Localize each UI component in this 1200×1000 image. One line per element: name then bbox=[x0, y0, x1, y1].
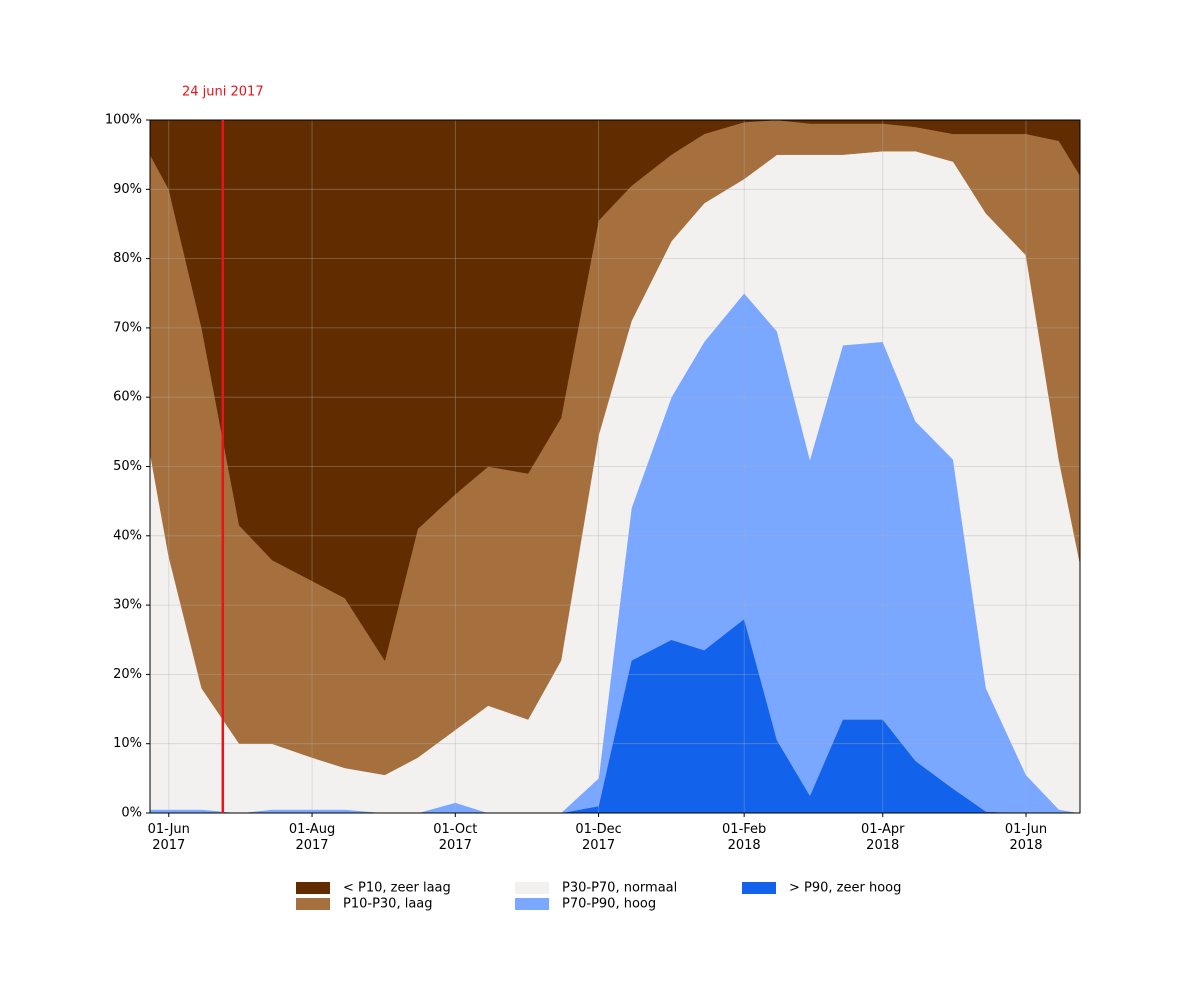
legend-swatch bbox=[515, 882, 549, 894]
y-tick-label: 30% bbox=[113, 598, 142, 613]
legend-swatch bbox=[296, 898, 330, 910]
y-tick-label: 60% bbox=[113, 390, 142, 405]
x-tick-label: 01-Aug 2017 bbox=[288, 822, 336, 853]
x-tick-label: 01-Oct 2017 bbox=[433, 822, 478, 853]
y-tick-label: 90% bbox=[113, 182, 142, 197]
y-tick-label: 0% bbox=[121, 806, 142, 821]
legend-label: P10-P30, laag bbox=[343, 897, 433, 912]
x-tick-label: 01-Jun 2017 bbox=[147, 822, 190, 853]
y-tick-label: 80% bbox=[113, 251, 142, 266]
x-tick-label: 01-Dec 2017 bbox=[575, 822, 622, 853]
y-tick-label: 10% bbox=[113, 736, 142, 751]
annotation-label: 24 juni 2017 bbox=[182, 85, 264, 100]
y-tick-label: 20% bbox=[113, 667, 142, 682]
legend-swatch bbox=[296, 882, 330, 894]
legend-swatch bbox=[742, 882, 776, 894]
legend-swatch bbox=[515, 898, 549, 910]
x-tick-label: 01-Feb 2018 bbox=[722, 822, 767, 853]
plot-frame bbox=[149, 119, 1081, 814]
legend-label: < P10, zeer laag bbox=[343, 881, 451, 896]
legend-label: P30-P70, normaal bbox=[562, 881, 677, 896]
legend-label: P70-P90, hoog bbox=[562, 897, 656, 912]
y-tick-label: 50% bbox=[113, 459, 142, 474]
x-tick-label: 01-Apr 2018 bbox=[861, 822, 905, 853]
y-tick-label: 100% bbox=[105, 113, 142, 128]
y-tick-label: 70% bbox=[113, 320, 142, 335]
x-tick-label: 01-Jun 2018 bbox=[1004, 822, 1048, 853]
y-tick-label: 40% bbox=[113, 528, 142, 543]
legend-label: > P90, zeer hoog bbox=[789, 881, 901, 896]
